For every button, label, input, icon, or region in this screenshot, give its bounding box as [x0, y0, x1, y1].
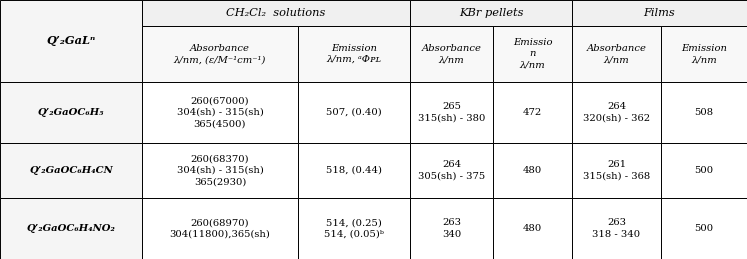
Bar	[142, 26, 298, 82]
Bar	[142, 82, 298, 143]
Bar	[661, 26, 747, 82]
Text: 508: 508	[695, 108, 713, 117]
Text: 518, (0.44): 518, (0.44)	[326, 166, 382, 175]
Bar	[0, 143, 142, 198]
Bar	[493, 143, 572, 198]
Bar	[493, 82, 572, 143]
Text: 264
305(sh) - 375: 264 305(sh) - 375	[418, 160, 485, 181]
Text: Emission
λ/nm: Emission λ/nm	[681, 44, 727, 64]
Bar	[410, 26, 493, 82]
Bar	[572, 26, 661, 82]
Text: 500: 500	[695, 224, 713, 233]
Bar	[572, 0, 747, 26]
Text: 480: 480	[523, 224, 542, 233]
Bar	[0, 82, 142, 143]
Bar	[410, 0, 572, 26]
Text: 263
318 - 340: 263 318 - 340	[592, 218, 641, 239]
Bar	[661, 143, 747, 198]
Bar	[410, 143, 493, 198]
Text: 264
320(sh) - 362: 264 320(sh) - 362	[583, 103, 650, 123]
Text: Films: Films	[644, 8, 675, 18]
Text: KBr pellets: KBr pellets	[459, 8, 523, 18]
Text: Emission
λ/nm, ᵃΦᴘʟ: Emission λ/nm, ᵃΦᴘʟ	[326, 44, 382, 64]
Text: Absorbance
λ/nm: Absorbance λ/nm	[421, 44, 481, 64]
Text: Q’₂GaOC₆H₄CN: Q’₂GaOC₆H₄CN	[29, 166, 113, 175]
Text: 260(68370)
304(sh) - 315(sh)
365(2930): 260(68370) 304(sh) - 315(sh) 365(2930)	[176, 155, 264, 186]
Bar	[661, 82, 747, 143]
Text: 261
315(sh) - 368: 261 315(sh) - 368	[583, 160, 650, 181]
Bar	[661, 198, 747, 259]
Text: 263
340: 263 340	[442, 218, 461, 239]
Bar	[572, 82, 661, 143]
Text: Absorbance
λ/nm, (ε/M⁻¹cm⁻¹): Absorbance λ/nm, (ε/M⁻¹cm⁻¹)	[174, 44, 266, 64]
Text: 472: 472	[523, 108, 542, 117]
Text: 260(68970)
304(11800),365(sh): 260(68970) 304(11800),365(sh)	[170, 218, 270, 239]
Text: 480: 480	[523, 166, 542, 175]
Text: Q’₂GaLⁿ: Q’₂GaLⁿ	[46, 35, 96, 47]
Bar	[142, 0, 410, 26]
Text: 260(67000)
304(sh) - 315(sh)
365(4500): 260(67000) 304(sh) - 315(sh) 365(4500)	[176, 97, 264, 128]
Bar	[298, 198, 410, 259]
Bar	[493, 26, 572, 82]
Bar	[572, 198, 661, 259]
Bar	[0, 0, 142, 82]
Text: 500: 500	[695, 166, 713, 175]
Bar	[298, 143, 410, 198]
Bar	[493, 198, 572, 259]
Bar	[142, 198, 298, 259]
Text: Absorbance
λ/nm: Absorbance λ/nm	[586, 44, 646, 64]
Bar	[298, 26, 410, 82]
Bar	[410, 82, 493, 143]
Text: Q’₂GaOC₆H₄NO₂: Q’₂GaOC₆H₄NO₂	[27, 224, 116, 233]
Text: 265
315(sh) - 380: 265 315(sh) - 380	[418, 103, 486, 123]
Bar	[572, 143, 661, 198]
Text: CH₂Cl₂  solutions: CH₂Cl₂ solutions	[226, 8, 326, 18]
Text: 514, (0.25)
514, (0.05)ᵇ: 514, (0.25) 514, (0.05)ᵇ	[324, 218, 384, 239]
Text: Emissio
n
λ/nm: Emissio n λ/nm	[512, 38, 552, 70]
Bar	[0, 198, 142, 259]
Text: 507, (0.40): 507, (0.40)	[326, 108, 382, 117]
Bar	[142, 143, 298, 198]
Bar	[410, 198, 493, 259]
Bar	[298, 82, 410, 143]
Text: Q’₂GaOC₆H₅: Q’₂GaOC₆H₅	[37, 108, 105, 117]
